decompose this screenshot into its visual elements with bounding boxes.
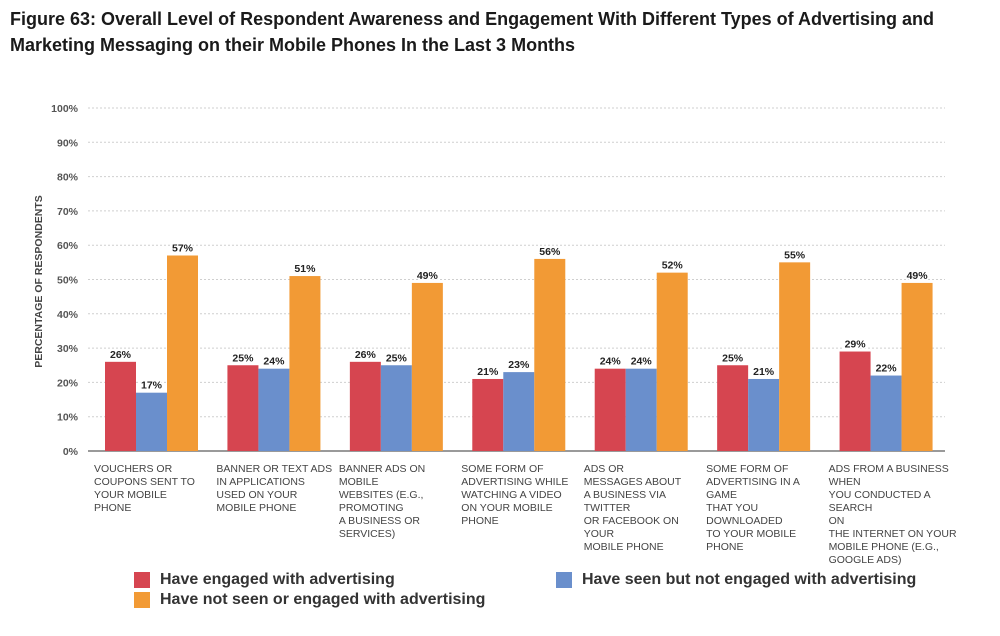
x-category-label: SOME FORM OF ADVERTISING IN A GAME THAT … <box>706 463 800 553</box>
legend-swatch-not-seen <box>134 592 150 608</box>
bar-not-seen <box>534 258 566 451</box>
y-tick-label: 80% <box>57 172 79 184</box>
data-label-engaged: 26% <box>110 349 132 361</box>
x-category-label: ADS FROM A BUSINESS WHEN YOU CONDUCTED A… <box>828 463 957 566</box>
bar-not-seen <box>901 282 933 451</box>
bar-engaged <box>227 365 259 451</box>
x-category-label: SOME FORM OF ADVERTISING WHILE WATCHING … <box>461 463 569 527</box>
x-category-label: BANNER ADS ON MOBILE WEBSITES (E.G., PRO… <box>338 463 426 540</box>
data-label-not-seen: 55% <box>784 249 806 261</box>
data-label-engaged: 26% <box>355 349 377 361</box>
data-label-not-seen: 56% <box>539 246 561 258</box>
y-tick-label: 90% <box>57 137 79 149</box>
chart-title-line-1: Figure 63: Overall Level of Respondent A… <box>10 9 935 29</box>
legend-label-engaged: Have engaged with advertising <box>160 571 395 588</box>
data-label-seen: 17% <box>141 380 163 392</box>
bar-seen <box>503 372 535 451</box>
y-tick-label: 100% <box>51 103 79 115</box>
data-label-engaged: 25% <box>722 352 744 364</box>
bar-seen <box>380 365 412 451</box>
data-label-not-seen: 57% <box>172 242 194 254</box>
y-tick-label: 10% <box>57 412 79 424</box>
data-label-engaged: 24% <box>600 356 622 368</box>
chart-title: Figure 63: Overall Level of Respondent A… <box>10 6 970 58</box>
data-label-not-seen: 51% <box>294 263 316 275</box>
legend-label-seen: Have seen but not engaged with advertisi… <box>582 571 917 588</box>
bar-engaged <box>839 351 871 451</box>
legend-swatch-engaged <box>134 572 150 588</box>
bar-engaged <box>594 368 626 451</box>
y-tick-label: 30% <box>57 343 79 355</box>
y-tick-label: 20% <box>57 377 79 389</box>
legend-label-not-seen: Have not seen or engaged with advertisin… <box>160 591 486 608</box>
y-tick-label: 60% <box>57 240 79 252</box>
legend-swatch-seen <box>556 572 572 588</box>
data-label-seen: 21% <box>753 366 775 378</box>
y-axis-label: PERCENTAGE OF RESPONDENTS <box>33 195 45 368</box>
chart-title-line-2: Marketing Messaging on their Mobile Phon… <box>10 35 576 55</box>
bar-not-seen <box>411 282 443 451</box>
bar-engaged <box>717 365 749 451</box>
data-label-engaged: 25% <box>232 352 254 364</box>
data-label-seen: 24% <box>263 356 285 368</box>
legend-item-not-seen: Have not seen or engaged with advertisin… <box>134 591 534 611</box>
data-label-not-seen: 49% <box>907 270 929 282</box>
bar-seen <box>870 375 902 451</box>
data-label-seen: 23% <box>508 359 530 371</box>
y-tick-label: 40% <box>57 309 79 321</box>
data-label-engaged: 21% <box>477 366 499 378</box>
data-label-seen: 24% <box>631 356 653 368</box>
bar-not-seen <box>656 272 688 451</box>
bar-engaged <box>349 361 381 451</box>
x-category-label: VOUCHERS OR COUPONS SENT TO YOUR MOBILE … <box>94 463 195 514</box>
data-label-not-seen: 49% <box>417 270 439 282</box>
bar-seen <box>136 392 167 451</box>
bar-not-seen <box>289 276 321 451</box>
bar-not-seen <box>779 262 811 451</box>
bar-engaged <box>472 378 504 451</box>
y-tick-label: 0% <box>63 446 79 458</box>
data-label-seen: 22% <box>876 363 898 375</box>
data-label-seen: 25% <box>386 352 408 364</box>
bar-seen <box>748 378 780 451</box>
bar-seen <box>258 368 290 451</box>
legend-item-engaged: Have engaged with advertising <box>134 571 474 591</box>
data-label-engaged: 29% <box>845 339 867 351</box>
data-label-not-seen: 52% <box>662 260 684 272</box>
x-category-label: ADS OR MESSAGES ABOUT A BUSINESS VIA TWI… <box>583 463 682 553</box>
y-tick-label: 50% <box>57 275 79 287</box>
bar-not-seen <box>167 255 198 451</box>
y-tick-label: 70% <box>57 206 79 218</box>
legend-item-seen: Have seen but not engaged with advertisi… <box>556 571 956 591</box>
bar-engaged <box>105 361 136 451</box>
x-category-label: BANNER OR TEXT ADS IN APPLICATIONS USED … <box>216 463 333 514</box>
bar-seen <box>625 368 657 451</box>
